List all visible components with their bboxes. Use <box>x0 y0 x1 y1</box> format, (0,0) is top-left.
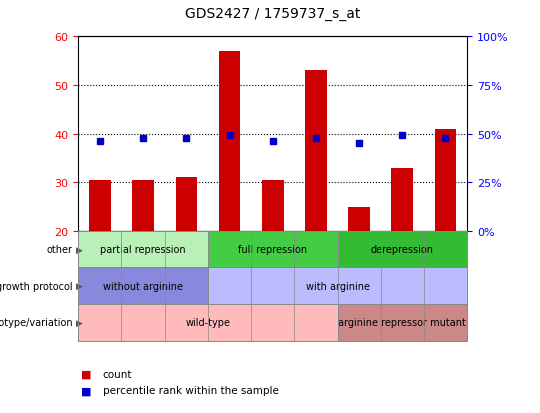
Bar <box>176 178 197 231</box>
Text: arginine repressor mutant: arginine repressor mutant <box>339 318 466 328</box>
Text: ■: ■ <box>81 385 91 395</box>
Text: without arginine: without arginine <box>103 281 183 291</box>
Text: other: other <box>47 244 73 254</box>
Bar <box>219 52 240 231</box>
Bar <box>89 180 111 231</box>
Text: wild-type: wild-type <box>185 318 231 328</box>
Text: count: count <box>103 369 132 379</box>
Bar <box>348 207 370 231</box>
Bar <box>435 129 456 231</box>
Text: partial repression: partial repression <box>100 244 186 254</box>
Bar <box>132 180 154 231</box>
Text: growth protocol: growth protocol <box>0 281 73 291</box>
Text: full repression: full repression <box>238 244 307 254</box>
Text: with arginine: with arginine <box>306 281 369 291</box>
Text: percentile rank within the sample: percentile rank within the sample <box>103 385 279 395</box>
Bar <box>392 168 413 231</box>
Text: ■: ■ <box>81 369 91 379</box>
Text: GDS2427 / 1759737_s_at: GDS2427 / 1759737_s_at <box>185 7 360 21</box>
Text: ▶: ▶ <box>76 245 83 254</box>
Text: derepression: derepression <box>371 244 434 254</box>
Text: ▶: ▶ <box>76 318 83 327</box>
Bar <box>262 180 284 231</box>
Text: genotype/variation: genotype/variation <box>0 318 73 328</box>
Text: ▶: ▶ <box>76 282 83 290</box>
Bar <box>305 71 327 231</box>
